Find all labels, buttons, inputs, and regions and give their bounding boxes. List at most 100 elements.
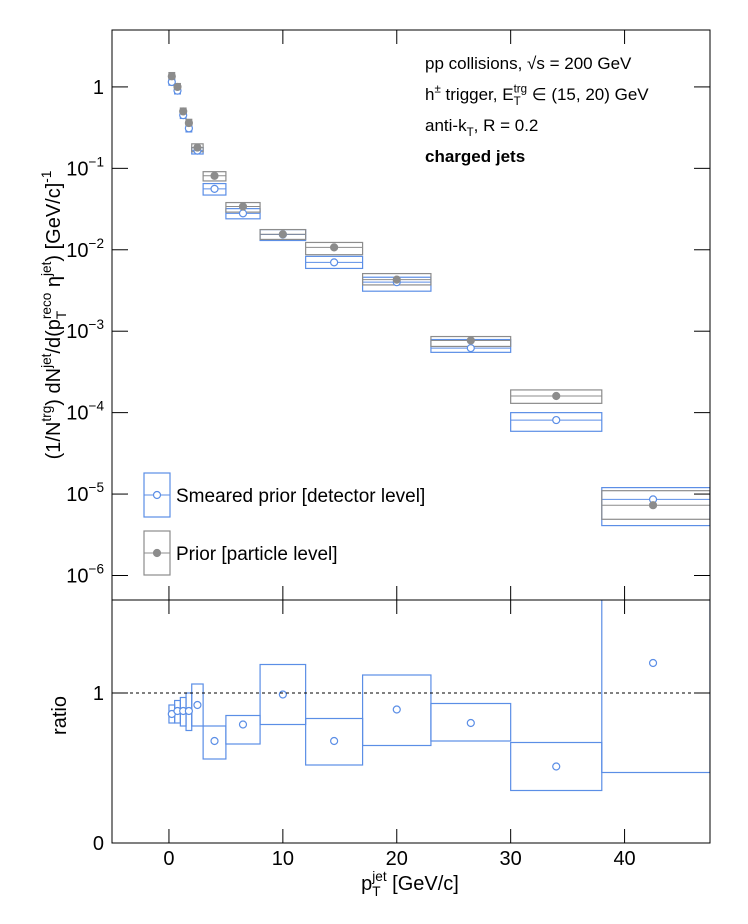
- data-point: [184, 706, 193, 716]
- legend-label: Prior [particle level]: [176, 544, 338, 565]
- syst-box: [510, 412, 603, 432]
- legend-marker: [152, 490, 162, 500]
- legend-marker: [152, 548, 162, 558]
- syst-box: [510, 389, 603, 404]
- text-part: T: [467, 127, 474, 139]
- text-part: , R = 0.2: [474, 116, 539, 135]
- plot-frame: [111, 599, 711, 844]
- x-tick-label: 0: [163, 848, 174, 870]
- text-part: −5: [89, 480, 105, 495]
- text-part: /d(p: [43, 319, 65, 353]
- y-tick-label: 10−4: [66, 399, 104, 425]
- data-point: [330, 243, 339, 252]
- data-point: [552, 415, 561, 425]
- text-part: reco: [39, 293, 54, 319]
- text-part: trigger, E: [441, 85, 514, 104]
- syst-box: [225, 714, 261, 745]
- text-part: 10: [66, 158, 88, 180]
- text-part: ) [GeV/c]: [43, 183, 65, 262]
- text-part: −2: [89, 236, 105, 251]
- text-part: −6: [89, 561, 105, 576]
- text-part: trg: [514, 83, 527, 95]
- text-part: 10: [66, 484, 88, 506]
- data-point: [466, 344, 475, 353]
- data-point: [278, 230, 287, 239]
- x-tick-label: 30: [500, 848, 522, 870]
- legend-label: Smeared prior [detector level]: [176, 486, 425, 507]
- text-part: [GeV/c]: [387, 873, 459, 895]
- data-point: [184, 118, 193, 128]
- data-point: [466, 718, 475, 728]
- annotation: anti-kT, R = 0.2: [425, 116, 538, 139]
- syst-box: [430, 702, 512, 742]
- x-tick-label: 20: [386, 848, 408, 870]
- data-point: [238, 202, 248, 211]
- data-point: [330, 258, 339, 267]
- text-part: h: [425, 85, 434, 104]
- x-tick-label: 40: [613, 848, 635, 870]
- data-point: [466, 336, 475, 345]
- plot-area: [167, 600, 710, 792]
- annotation: charged jets: [425, 147, 525, 166]
- text-part: −1: [89, 154, 105, 169]
- text-part: pp collisions, √s = 200 GeV: [425, 54, 632, 73]
- text-part: T: [54, 311, 69, 319]
- x-tick-label: 10: [272, 848, 294, 870]
- text-part: η: [43, 276, 65, 293]
- text-part: 10: [66, 321, 88, 343]
- text-part: ±: [434, 83, 440, 95]
- x-axis-title: pTjet [GeV/c]: [361, 869, 459, 899]
- text-part: T: [372, 884, 380, 899]
- data-point: [552, 391, 561, 401]
- y-axis-title: ratio: [49, 696, 71, 735]
- data-point: [330, 736, 339, 746]
- y-tick-label: 1: [93, 77, 104, 99]
- data-point: [179, 107, 188, 116]
- y-tick-label: 10−6: [66, 561, 104, 587]
- syst-box: [202, 171, 227, 182]
- text-part: jet: [39, 261, 54, 277]
- text-part: 10: [66, 565, 88, 587]
- text-part: trg: [39, 406, 54, 422]
- text-part: p: [361, 873, 372, 895]
- annotation: h± trigger, ETtrg ∈ (15, 20) GeV: [425, 83, 649, 108]
- text-part: charged jets: [425, 147, 525, 166]
- y-tick-label: 10−5: [66, 480, 104, 506]
- text-part: jet: [39, 353, 54, 369]
- y-tick-label: 10−3: [66, 317, 104, 343]
- text-part: ) dN: [43, 368, 65, 406]
- text-part: 10: [66, 240, 88, 262]
- text-part: anti-k: [425, 116, 467, 135]
- data-point: [210, 171, 219, 180]
- y-tick-label: 0: [93, 833, 104, 855]
- data-point: [238, 720, 248, 729]
- text-part: −3: [89, 317, 105, 332]
- text-part: ∈ (15, 20) GeV: [527, 85, 649, 104]
- data-point: [193, 700, 202, 710]
- data-point: [392, 705, 401, 714]
- data-point: [238, 209, 248, 218]
- data-point: [648, 658, 658, 668]
- data-point: [278, 690, 287, 699]
- text-part: -1: [39, 171, 54, 183]
- syst-box: [259, 663, 307, 726]
- text-part: jet: [371, 869, 387, 884]
- syst-box: [305, 241, 364, 256]
- data-point: [552, 762, 561, 771]
- data-point: [648, 501, 658, 510]
- data-point: [193, 143, 202, 152]
- data-point: [210, 184, 219, 193]
- y-axis-title: (1/Ntrg) dNjet/d(pTreco ηjet) [GeV/c]-1: [39, 171, 69, 460]
- annotation: pp collisions, √s = 200 GeV: [425, 54, 632, 73]
- text-part: 10: [66, 403, 88, 425]
- syst-box: [191, 683, 204, 727]
- data-point: [392, 275, 401, 284]
- data-point: [173, 82, 182, 92]
- text-part: (1/N: [43, 422, 65, 460]
- text-part: −4: [89, 399, 105, 414]
- y-tick-label: 10−1: [66, 154, 104, 180]
- data-point: [210, 736, 219, 746]
- y-tick-label: 1: [93, 683, 104, 705]
